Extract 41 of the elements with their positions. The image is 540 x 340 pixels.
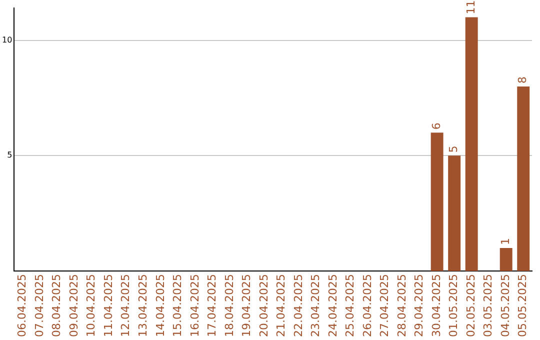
x-tick-label: 04.05.2025: [498, 274, 512, 338]
x-tick-label: 06.04.2025: [16, 274, 29, 338]
x-tick-label: 18.04.2025: [222, 274, 236, 338]
x-tick-label: 05.05.2025: [516, 274, 530, 338]
x-tick-label: 20.04.2025: [257, 274, 270, 338]
x-tick-label: 16.04.2025: [188, 274, 202, 338]
x-tick-label: 19.04.2025: [240, 274, 254, 338]
x-tick-label: 28.04.2025: [395, 274, 408, 338]
bar: [500, 248, 512, 272]
x-tick-label: 22.04.2025: [292, 274, 305, 338]
x-tick-label: 02.05.2025: [464, 274, 478, 338]
x-tick-label: 30.04.2025: [430, 274, 443, 338]
x-tick-label: 09.04.2025: [67, 274, 80, 338]
x-tick-label: 08.04.2025: [50, 274, 64, 338]
bar: [465, 17, 478, 272]
x-tick-label: 27.04.2025: [378, 274, 392, 338]
x-tick-label: 21.04.2025: [274, 274, 288, 338]
x-tick-label: 10.04.2025: [84, 274, 98, 338]
x-tick-label: 29.04.2025: [412, 274, 426, 338]
x-tick-label: 25.04.2025: [344, 274, 357, 338]
data-label: 1: [498, 238, 512, 245]
x-tick-label: 07.04.2025: [32, 274, 46, 338]
x-tick-label: 23.04.2025: [309, 274, 322, 338]
x-tick-label: 12.04.2025: [119, 274, 132, 338]
x-tick-label: 24.04.2025: [326, 274, 340, 338]
x-tick-label: 15.04.2025: [171, 274, 184, 338]
bar: [517, 86, 530, 272]
x-tick-label: 01.05.2025: [447, 274, 460, 338]
data-label: 8: [516, 76, 530, 84]
bar: [448, 156, 461, 272]
x-tick-label: 11.04.2025: [102, 274, 115, 338]
y-tick-label: 10: [2, 35, 12, 44]
data-label: 5: [447, 146, 460, 153]
bar: [430, 132, 444, 272]
data-label: 11: [464, 0, 478, 14]
x-tick-label: 03.05.2025: [482, 274, 495, 338]
x-tick-label: 14.04.2025: [154, 274, 167, 338]
x-tick-label: 26.04.2025: [360, 274, 374, 338]
x-tick-label: 17.04.2025: [206, 274, 219, 338]
data-label: 6: [430, 122, 443, 130]
x-tick-label: 13.04.2025: [136, 274, 150, 338]
